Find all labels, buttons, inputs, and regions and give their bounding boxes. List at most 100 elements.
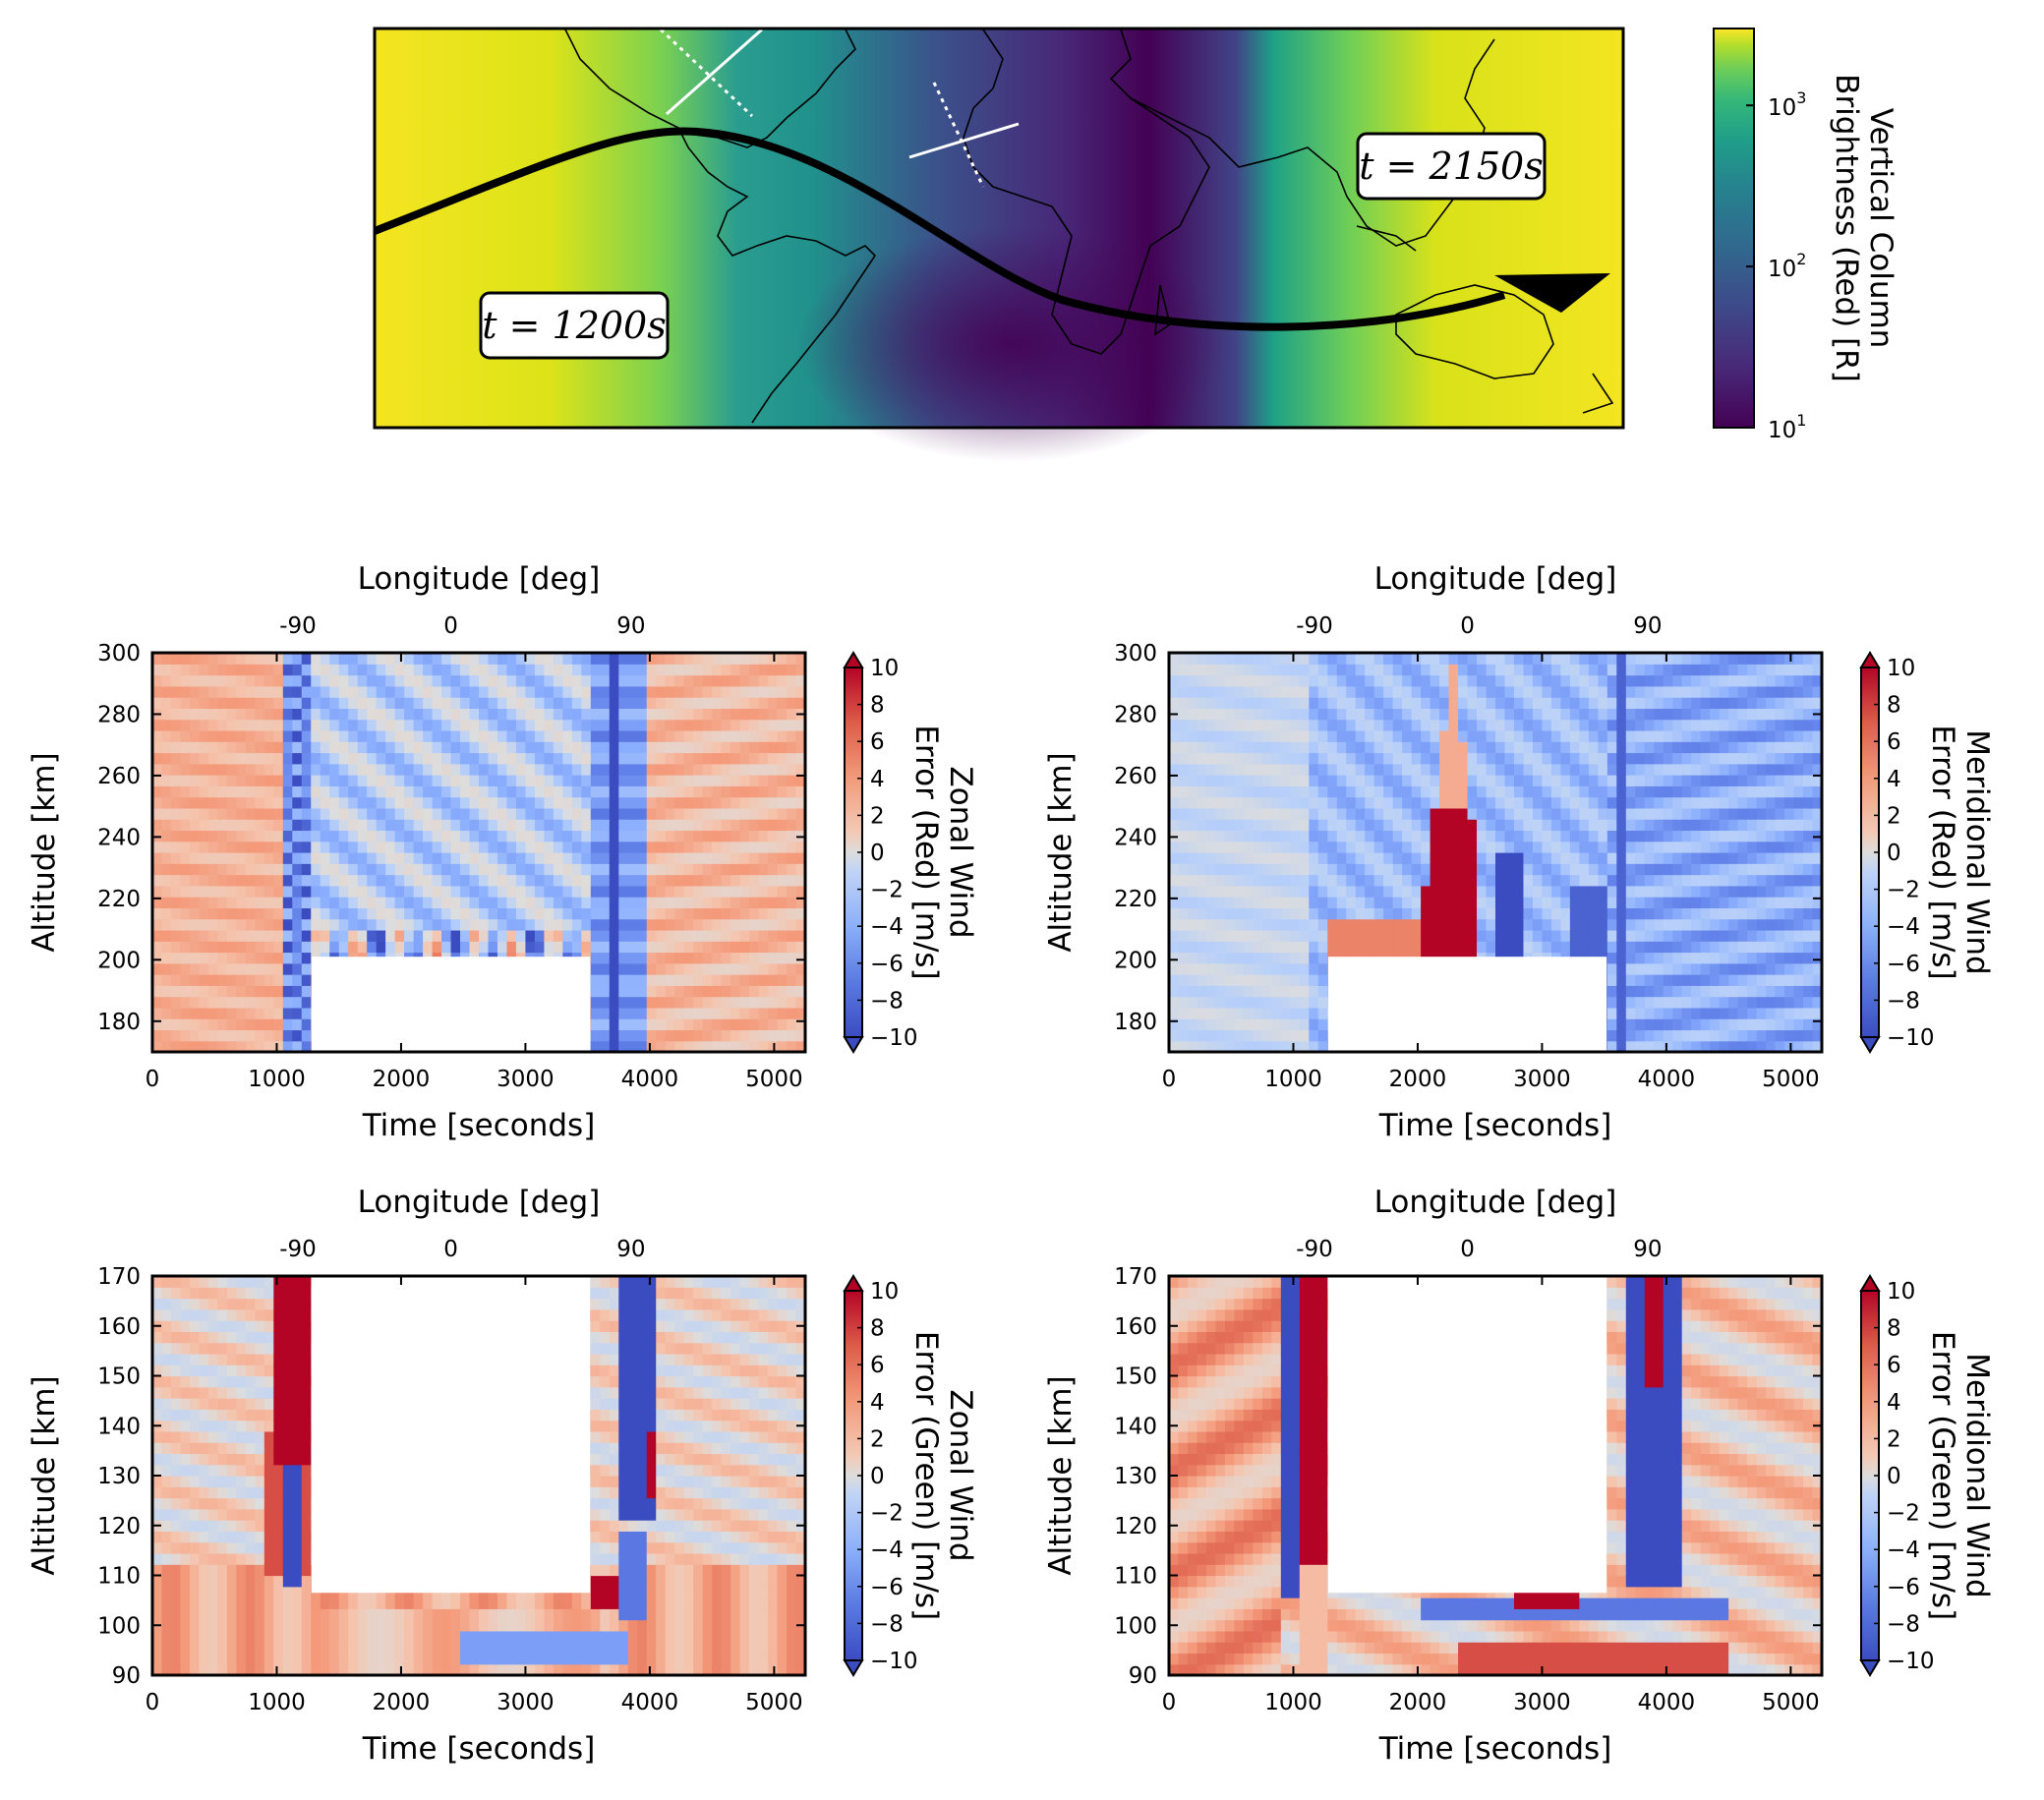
- heatmap-cell: [730, 807, 741, 820]
- heatmap-cell: [1243, 685, 1254, 698]
- heatmap-cell: [1663, 785, 1673, 798]
- heatmap-cell: [1747, 729, 1758, 742]
- heatmap-cell: [1532, 907, 1544, 920]
- heatmap-cell: [1495, 752, 1506, 765]
- heatmap-cell: [609, 708, 619, 721]
- label-end-box: t = 2150s: [1356, 132, 1547, 201]
- heatmap-cell: [506, 685, 517, 698]
- heatmap-cell: [1775, 929, 1785, 942]
- heatmap-cell: [1654, 1029, 1664, 1042]
- heatmap-cell: [581, 941, 592, 954]
- heatmap-cell: [1477, 763, 1488, 776]
- heatmap-cell: [329, 741, 340, 754]
- heatmap-cell: [170, 685, 182, 698]
- heatmap-cell: [1169, 841, 1180, 853]
- heatmap-cell: [1178, 918, 1189, 931]
- heatmap-cell: [496, 685, 508, 698]
- heatmap-cell: [1477, 852, 1488, 864]
- heatmap-cell: [693, 807, 704, 820]
- heatmap-cell: [515, 918, 527, 931]
- heatmap-cell: [749, 841, 760, 853]
- heatmap-cell: [357, 918, 368, 931]
- heatmap-cell: [1421, 897, 1431, 908]
- heatmap-cell: [1550, 929, 1561, 942]
- heatmap-cell: [1569, 830, 1580, 842]
- heatmap-cell: [394, 874, 405, 887]
- heatmap-cell: [189, 897, 201, 908]
- heatmap-cell: [646, 974, 657, 986]
- heatmap-cell: [413, 741, 424, 754]
- colorbar-tick-label: 8: [870, 693, 885, 719]
- heatmap-cell: [1290, 996, 1301, 1009]
- heatmap-cell: [1280, 863, 1291, 876]
- heatmap-cell: [1327, 796, 1338, 809]
- heatmap-cell: [385, 785, 396, 798]
- heatmap-cell: [199, 952, 209, 964]
- heatmap-cell: [1317, 719, 1328, 731]
- heatmap-cell: [1430, 685, 1440, 698]
- heatmap-cell: [496, 775, 508, 786]
- heatmap-cell: [721, 874, 731, 887]
- heatmap-cell: [712, 841, 723, 853]
- heatmap-cell: [180, 996, 191, 1009]
- heatmap-cell: [1197, 874, 1207, 887]
- heatmap-cell: [311, 741, 321, 754]
- heatmap-cell: [1253, 796, 1263, 809]
- heatmap-cell: [1625, 929, 1636, 942]
- heatmap-cell: [534, 752, 545, 765]
- heatmap-cell: [1700, 907, 1711, 920]
- heatmap-cell: [1775, 830, 1785, 842]
- heatmap-cell: [1309, 685, 1319, 698]
- heatmap-cell: [1234, 863, 1245, 876]
- heatmap-cell: [385, 929, 396, 942]
- heatmap-cell: [1234, 985, 1245, 998]
- heatmap-cell: [656, 897, 667, 908]
- heatmap-cell: [496, 852, 508, 864]
- heatmap-cell: [1383, 841, 1394, 853]
- heatmap-cell: [1243, 885, 1254, 898]
- heatmap-cell: [590, 708, 601, 721]
- heatmap-cell: [1542, 863, 1552, 876]
- heatmap-cell: [282, 1029, 293, 1042]
- heatmap-cell: [189, 1007, 201, 1019]
- heatmap-cell: [1477, 708, 1488, 721]
- heatmap-cell: [152, 1018, 163, 1031]
- heatmap-cell: [385, 729, 396, 742]
- heatmap-cell: [357, 874, 368, 887]
- heatmap-cell: [1439, 719, 1450, 731]
- heatmap-cell: [255, 841, 265, 853]
- heatmap-cell: [1373, 653, 1384, 665]
- heatmap-cell: [161, 1029, 172, 1042]
- heatmap-cell: [1616, 796, 1627, 809]
- heatmap-cell: [441, 697, 452, 709]
- heatmap-cell: [1421, 874, 1431, 887]
- heatmap-cell: [1197, 907, 1207, 920]
- heatmap-cell: [236, 874, 247, 887]
- heatmap-cell: [1271, 752, 1282, 765]
- heatmap-cell: [1327, 852, 1338, 864]
- heatmap-cell: [506, 785, 517, 798]
- heatmap-cell: [730, 885, 741, 898]
- heatmap-cell: [739, 1029, 750, 1042]
- heatmap-cell: [1663, 929, 1673, 942]
- heatmap-cell: [674, 729, 685, 742]
- heatmap-cell: [292, 729, 303, 742]
- heatmap-cell: [534, 885, 545, 898]
- heatmap-cell: [553, 852, 563, 864]
- heatmap-cell: [1598, 852, 1608, 864]
- heatmap-cell: [777, 653, 788, 665]
- heatmap-cell: [1261, 1018, 1272, 1031]
- heatmap-cell: [1187, 841, 1198, 853]
- heatmap-cell: [795, 685, 806, 698]
- heatmap-cell: [1327, 841, 1338, 853]
- heatmap-cell: [674, 852, 685, 864]
- heatmap-cell: [1486, 775, 1496, 786]
- heatmap-cell: [357, 885, 368, 898]
- heatmap-cell: [460, 697, 471, 709]
- heatmap-cell: [768, 830, 779, 842]
- heatmap-cell: [161, 830, 172, 842]
- heatmap-cell: [1663, 907, 1673, 920]
- heatmap-cell: [637, 752, 648, 765]
- heatmap-cell: [245, 952, 256, 964]
- heatmap-cell: [571, 841, 582, 853]
